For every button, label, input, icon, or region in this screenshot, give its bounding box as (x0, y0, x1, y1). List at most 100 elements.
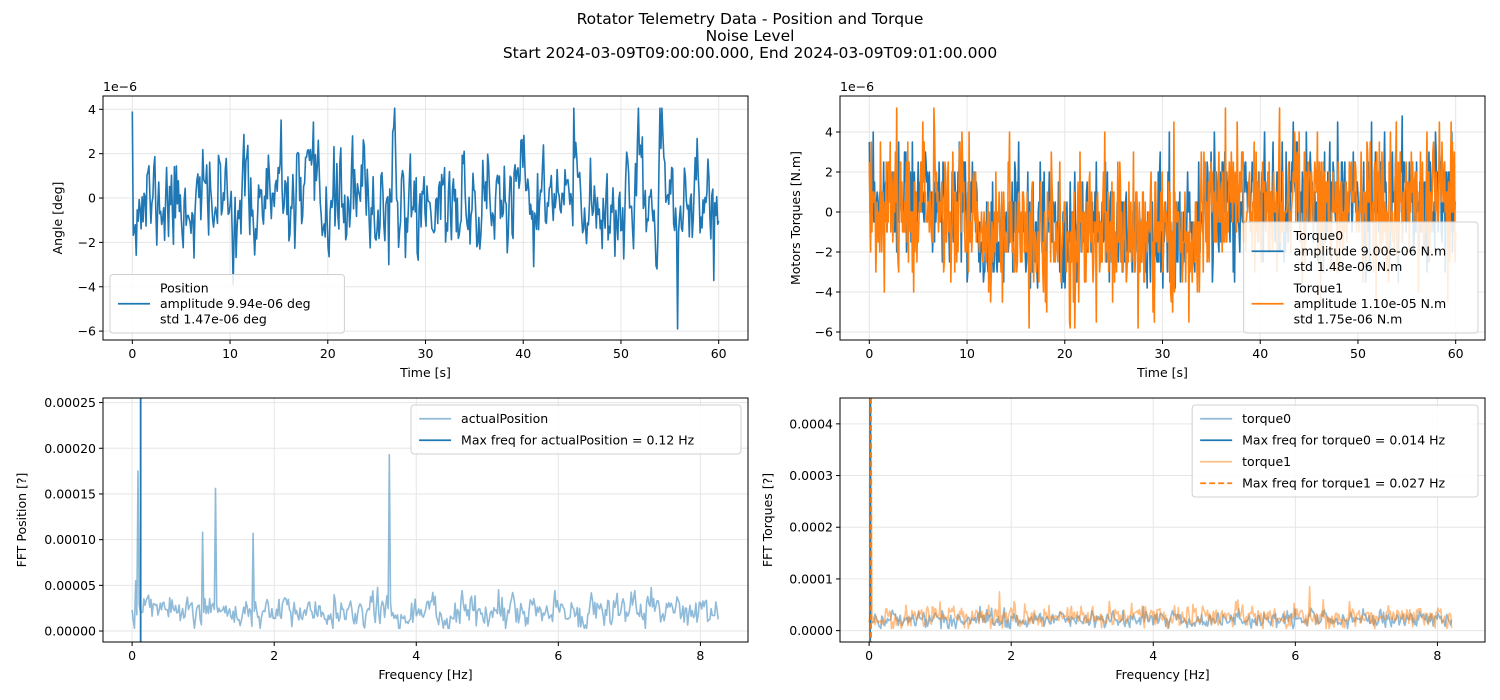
axis-offset-label: 1e−6 (840, 79, 874, 94)
y-tick-label: 0 (825, 205, 833, 220)
legend-label: torque0 (1242, 411, 1291, 426)
legend-label: std 1.48e-06 N.m (1294, 259, 1403, 274)
x-tick-label: 2 (270, 648, 278, 663)
y-tick-label: −2 (815, 245, 833, 260)
y-tick-label: −4 (815, 285, 833, 300)
legend-box (109, 274, 345, 334)
y-axis-label: FFT Torques [?] (760, 473, 775, 567)
legend-label: Max freq for torque1 = 0.027 Hz (1242, 476, 1445, 491)
x-tick-label: 30 (1155, 346, 1171, 361)
chart-4: 0 2 4 6 8 0.0000 0.0001 0.0002 0.0003 0.0004 Frequ… (760, 397, 1486, 682)
x-tick-label: 40 (515, 346, 531, 361)
grid-lines (103, 398, 748, 642)
y-tick-label: 0.00005 (44, 578, 96, 593)
x-tick-label: 0 (865, 648, 873, 663)
x-tick-label: 4 (412, 648, 420, 663)
series-line-Torque1 (868, 107, 1457, 329)
figure-title-line-2: Noise Level (705, 27, 795, 45)
series-group (868, 107, 1457, 329)
x-axis-label: Frequency [Hz] (1115, 667, 1209, 682)
legend-label: amplitude 1.10e-05 N.m (1294, 296, 1447, 311)
y-tick-label: −6 (815, 325, 833, 340)
x-tick-label: 6 (1291, 648, 1299, 663)
y-tick-label: 4 (825, 125, 833, 140)
figure-title-line-1: Rotator Telemetry Data - Position and To… (576, 10, 924, 28)
x-axis-label: Time [s] (399, 365, 451, 380)
legend-label: Torque0 (1293, 228, 1344, 243)
x-tick-label: 0 (865, 346, 873, 361)
chart-1: 0 10 20 30 40 50 60 −6 −4 −2 0 2 4 Time [s] Angle [deg… (50, 79, 749, 380)
grid-lines (840, 398, 1485, 642)
y-tick-label: 2 (88, 146, 96, 161)
axes-frame (839, 397, 1486, 643)
y-tick-label: 0.0004 (789, 416, 833, 431)
y-tick-label: 4 (88, 102, 96, 117)
axes-frame (102, 397, 749, 643)
y-tick-label: 0.00025 (44, 395, 96, 410)
series-group (131, 398, 719, 642)
legend: actualPosition Max freq for actualPositio… (410, 404, 742, 455)
legend: torque0 Max freq for torque0 = 0.014 Hz to… (1191, 404, 1479, 498)
x-tick-label: 8 (696, 648, 704, 663)
y-axis-label: FFT Position [?] (14, 473, 29, 568)
series-group (868, 398, 1453, 642)
legend-box (1243, 221, 1479, 334)
y-tick-label: 0 (88, 191, 96, 206)
chart-3: 0 2 4 6 8 0.00000 0.00005 0.00010 0.00015 0.00020… (14, 395, 749, 682)
x-axis-label: Time [s] (1136, 365, 1188, 380)
x-tick-label: 0 (128, 648, 136, 663)
y-tick-label: 0.0000 (789, 623, 833, 638)
legend-box (1191, 404, 1479, 498)
y-tick-label: −4 (78, 279, 96, 294)
x-tick-label: 50 (1350, 346, 1366, 361)
x-tick-label: 60 (711, 346, 727, 361)
legend: Position amplitude 9.94e-06 deg std 1.47… (109, 274, 345, 334)
figure-title: Rotator Telemetry Data - Position and To… (0, 11, 1500, 62)
y-tick-label: 0.00010 (44, 532, 96, 547)
legend-label: std 1.47e-06 deg (160, 312, 267, 327)
x-tick-label: 2 (1007, 648, 1015, 663)
y-axis-label: Angle [deg] (50, 182, 65, 255)
series-line-torque1 (868, 402, 1453, 630)
legend: Torque0 amplitude 9.00e-06 N.m std 1.48e… (1243, 221, 1479, 334)
y-tick-label: 0.0001 (789, 571, 833, 586)
x-tick-label: 40 (1252, 346, 1268, 361)
legend-box (410, 404, 742, 455)
y-tick-label: 0.00015 (44, 486, 96, 501)
series-line-actualPosition (131, 453, 719, 630)
y-tick-label: 0.00000 (44, 624, 96, 639)
y-tick-label: −6 (78, 324, 96, 339)
legend-label: amplitude 9.94e-06 deg (160, 296, 311, 311)
legend-label: Position (160, 281, 209, 296)
x-tick-label: 20 (1057, 346, 1073, 361)
x-tick-label: 30 (418, 346, 434, 361)
y-axis-label: Motors Torques [N.m] (788, 151, 803, 285)
legend-label: actualPosition (461, 411, 548, 426)
x-tick-label: 20 (320, 346, 336, 361)
x-tick-label: 50 (613, 346, 629, 361)
chart-2: 0 10 20 30 40 50 60 −6 −4 −2 0 2 4 Time [s] Motors Tor… (788, 79, 1486, 380)
series-line-Position (131, 107, 720, 330)
legend-label: std 1.75e-06 N.m (1294, 312, 1403, 327)
legend-label: torque1 (1242, 454, 1291, 469)
y-tick-label: 2 (825, 165, 833, 180)
x-tick-label: 6 (554, 648, 562, 663)
figure-title-line-3: Start 2024-03-09T09:00:00.000, End 2024-… (502, 44, 998, 62)
x-tick-label: 8 (1433, 648, 1441, 663)
y-tick-label: 0.00020 (44, 441, 96, 456)
legend-label: Max freq for torque0 = 0.014 Hz (1242, 433, 1445, 448)
legend-label: Torque1 (1293, 281, 1344, 296)
axis-offset-label: 1e−6 (103, 79, 137, 94)
series-group (131, 107, 720, 330)
x-tick-label: 60 (1448, 346, 1464, 361)
legend-label: amplitude 9.00e-06 N.m (1294, 244, 1447, 259)
x-tick-label: 0 (128, 346, 136, 361)
y-tick-label: 0.0003 (789, 468, 833, 483)
x-tick-label: 10 (222, 346, 238, 361)
y-tick-label: 0.0002 (789, 520, 833, 535)
x-tick-label: 4 (1149, 648, 1157, 663)
x-axis-label: Frequency [Hz] (378, 667, 472, 682)
y-tick-label: −2 (78, 235, 96, 250)
x-tick-label: 10 (959, 346, 975, 361)
